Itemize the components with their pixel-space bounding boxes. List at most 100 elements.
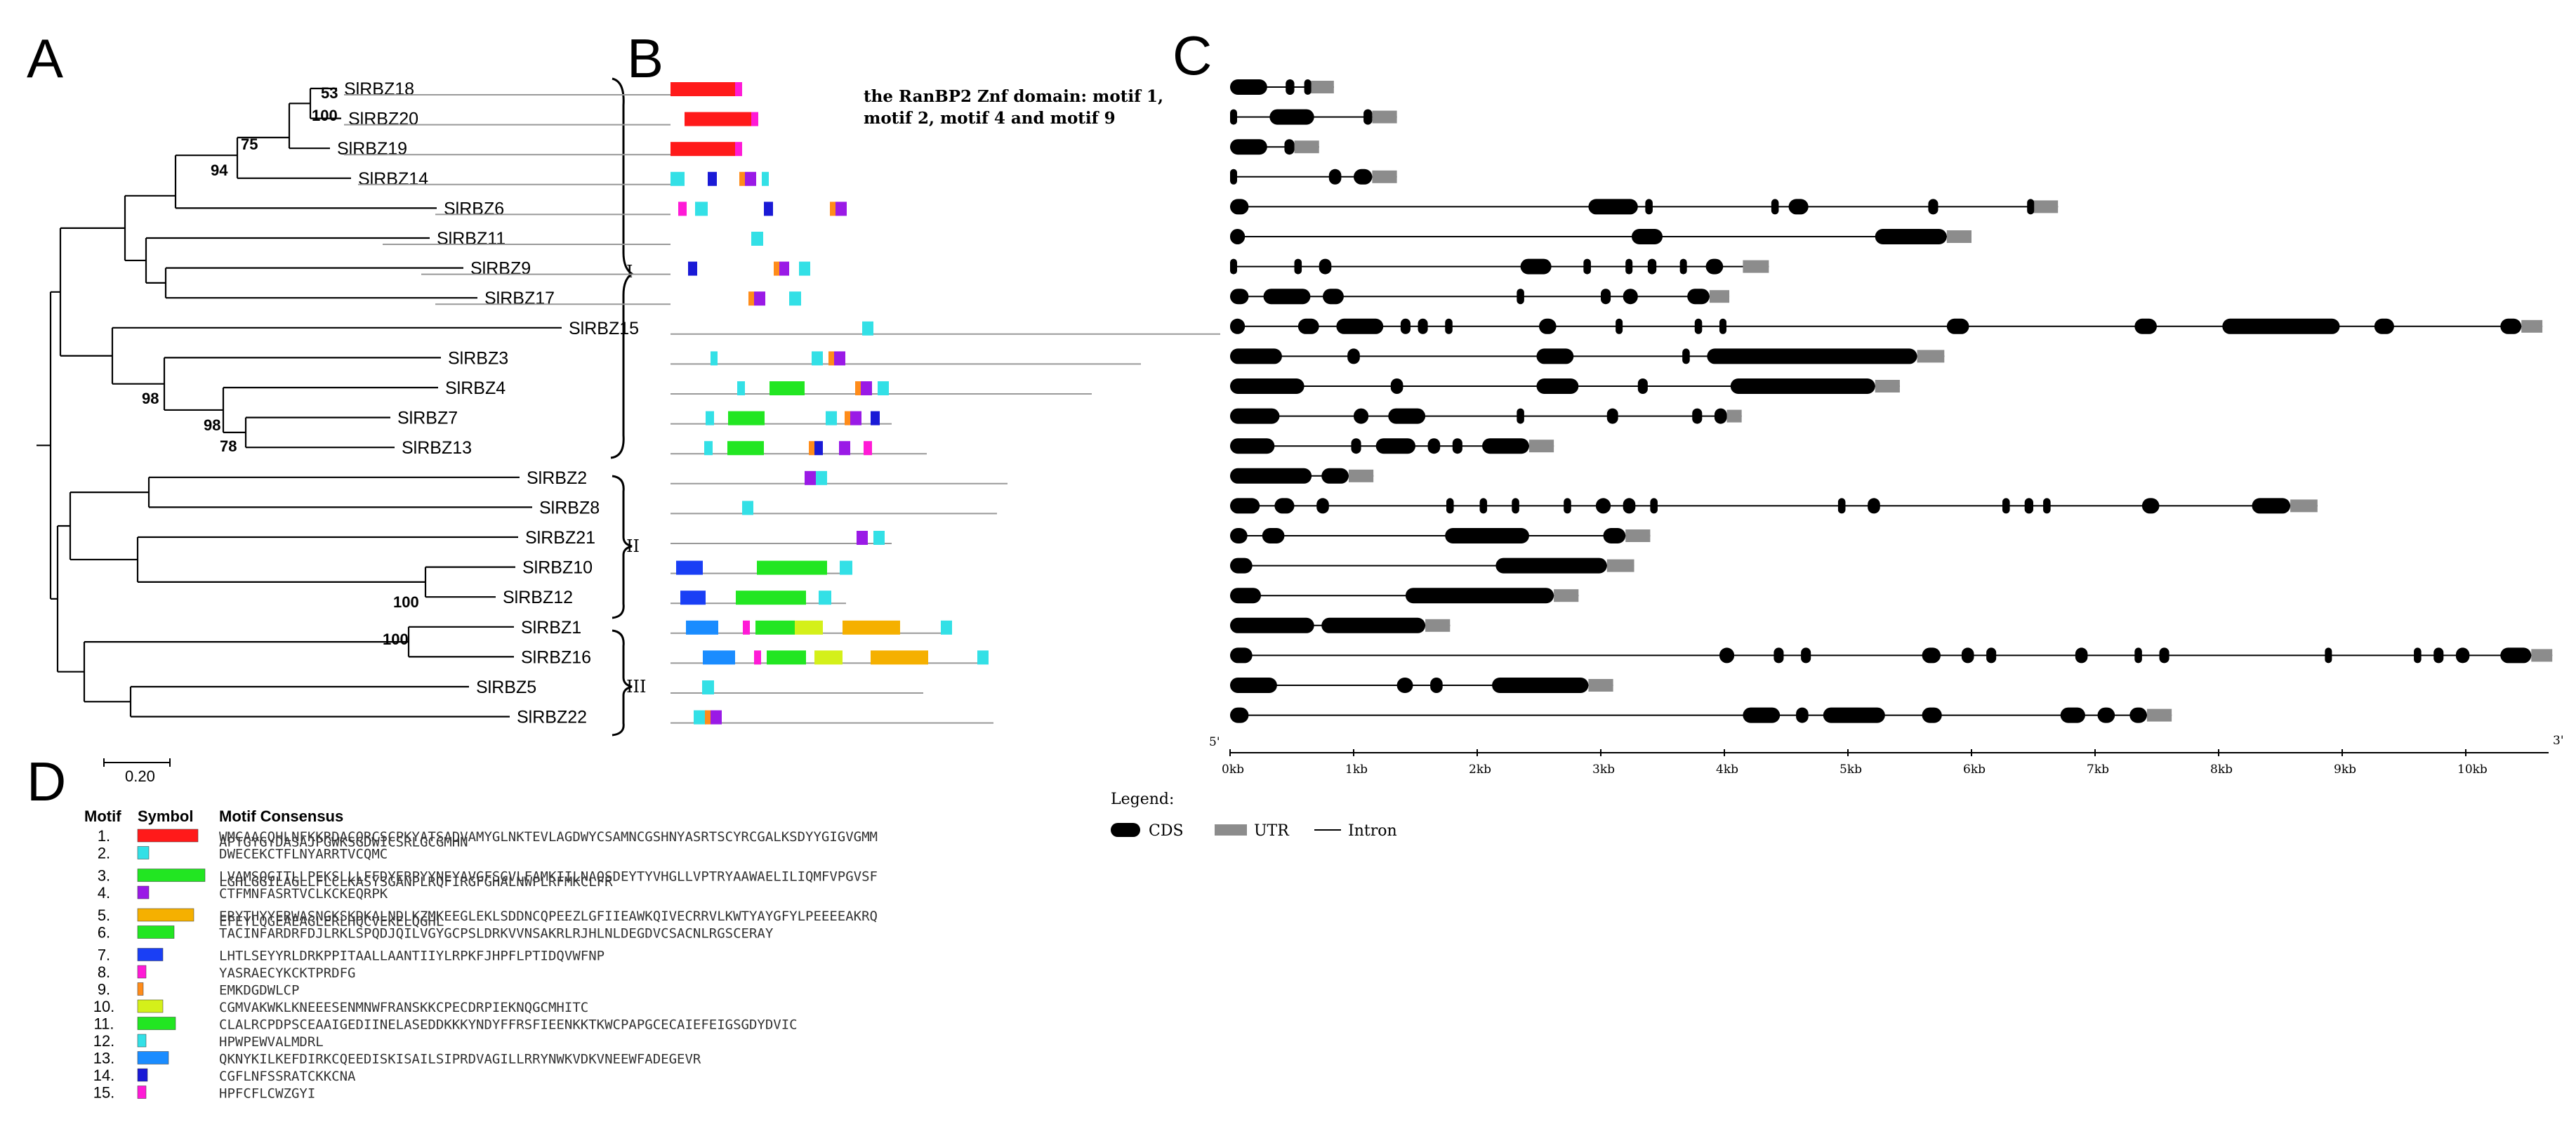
group-label-ii: II [626,536,640,556]
cds-segment [1230,79,1267,95]
tree-scale-bar: 0.20 [103,758,171,785]
tree-branch [136,536,518,583]
motif-block-m14 [764,202,773,216]
motif-block-m9 [809,441,814,456]
motif-block-m15 [743,620,750,635]
cds-segment [1230,378,1304,394]
motif-block-m9 [739,171,745,186]
motif-block-m1 [671,142,735,157]
cds-segment [1347,348,1360,364]
cds-segment [1230,438,1275,454]
cds-segment [1517,408,1524,424]
motif-number: 14. [93,1067,115,1084]
cds-segment [1922,707,1942,723]
cds-segment [1294,258,1302,275]
cds-segment [1430,678,1443,693]
motif-block-m6 [728,411,765,426]
utr-segment [1875,380,1900,393]
bootstrap-100b: 100 [393,593,419,611]
cds-segment [1623,289,1638,305]
cds-segment [1583,258,1591,275]
motif-symbol [137,965,147,979]
motif-consensus: HPFCFLCWZGYI [219,1086,315,1102]
motif-block-m2 [695,202,708,216]
cds-segment [1536,378,1579,394]
axis-tick-label: 6kb [1963,763,1986,777]
panel-b-letter: B [627,27,663,89]
motif-block-m10 [795,620,823,635]
motif-block-m12 [737,381,745,395]
motif-symbol [137,948,164,961]
cds-segment [2252,498,2291,514]
three-prime-label: 3' [2553,734,2564,748]
utr-segment [1348,469,1374,482]
motif-consensus: QKNYKILKEFDIRKCQEEDISKISAILSIPRDVAGILLRR… [219,1052,701,1067]
cds-segment [2500,318,2522,334]
legend-title: Legend: [1111,791,1174,808]
cds-segment [1354,169,1373,185]
utr-segment [1709,290,1730,303]
cds-segment [2433,647,2444,664]
cds-segment [1418,318,1428,334]
motif-symbol [137,999,164,1013]
motif-block-m4 [850,411,861,426]
cds-segment [1616,318,1623,334]
utr-segment [1528,440,1554,453]
utr-segment [1743,260,1769,273]
motif-block-m14 [708,171,717,186]
cds-segment [1445,528,1529,543]
tree-branch [59,227,125,357]
cds-segment [1230,558,1253,574]
cds-segment [2159,647,2169,664]
cds-segment [1230,498,1260,514]
cds-segment [1446,498,1454,514]
cds-segment [1719,647,1735,664]
gene-label-slrbz14: SlRBZ14 [358,169,428,189]
motif-number: 15. [93,1084,115,1102]
motif-block-m4 [711,710,722,725]
cds-segment [1230,588,1261,604]
motif-block-m2 [819,591,831,605]
panel-a-letter: A [27,27,63,89]
cds-segment [2134,647,2142,664]
cds-segment [1707,348,1917,364]
motif-block-m4 [834,351,845,366]
motif-block-m8 [735,82,742,96]
bootstrap-100: 100 [312,107,338,124]
cds-segment [1801,647,1811,664]
motif-symbol [137,885,150,899]
utr-segment [1917,350,1945,363]
cds-segment [1354,408,1369,424]
gene-label-slrbz6: SlRBZ6 [444,199,504,218]
cds-segment [1230,229,1246,244]
motif-block-m2 [751,232,763,246]
cds-segment [1286,79,1295,95]
motif-number: 12. [93,1032,115,1050]
gene-label-slrbz18: SlRBZ18 [344,79,414,99]
cds-segment [2374,318,2394,334]
gene-label-slrbz15: SlRBZ15 [569,319,639,338]
legend-cds-symbol [1111,823,1140,837]
motif-number: 9. [98,981,110,998]
motif-consensus: LGHLGGILAGLLFLCLKASYSGANPLRQFIRGFGHALNWP… [219,874,613,890]
cds-segment [1230,528,1248,543]
cds-segment [1262,528,1285,543]
gene-labels: SlRBZ18 SlRBZ20 SlRBZ19 SlRBZ14 SlRBZ6 SlRBZ1… [337,79,639,727]
cds-segment [1796,707,1809,723]
motif-number: 11. [94,1015,114,1033]
axis-tick-label: 7kb [2087,763,2109,777]
legend-utr-symbol [1215,824,1247,836]
cds-segment [1868,498,1880,514]
cds-segment [1297,318,1319,334]
motif-consensus: EMKDGDWLCP [219,983,299,998]
cds-segment [1230,678,1277,693]
tree-branch [147,476,532,508]
cds-segment [1875,229,1947,244]
cds-segment [1539,318,1557,334]
motif-block-m13 [686,620,718,635]
legend-utr-label: UTR [1254,822,1290,840]
cds-segment [1647,258,1657,275]
motif-number: 5. [98,906,110,924]
group-labels: I II III [626,262,646,697]
utr-segment [1294,140,1319,154]
